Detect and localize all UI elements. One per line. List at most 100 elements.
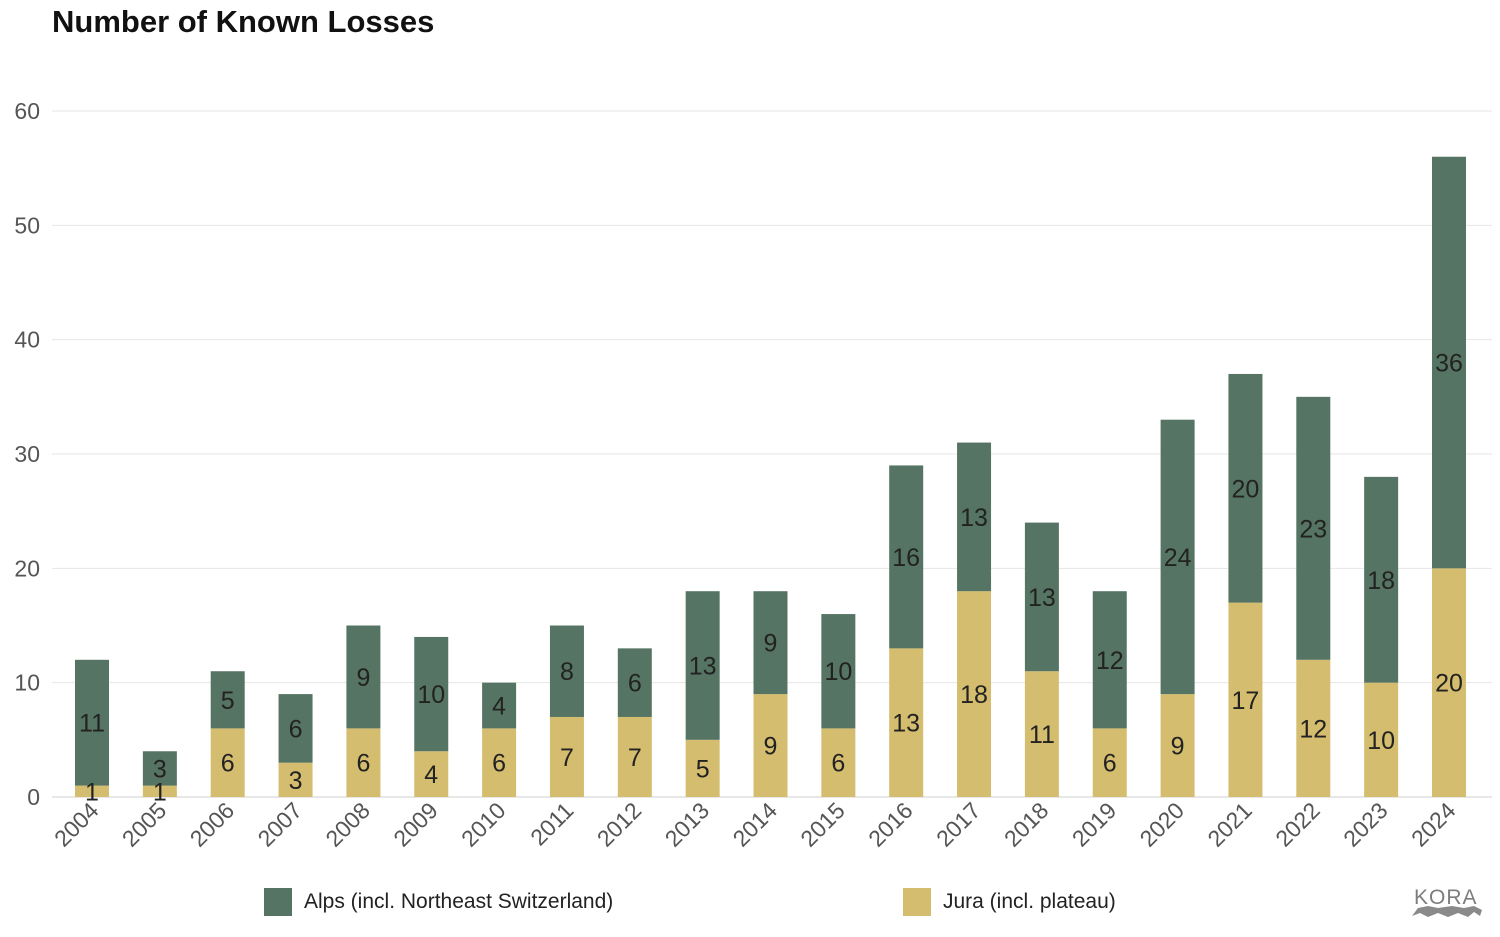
bar-segment-alps [685,591,720,740]
y-tick-label: 30 [14,441,40,467]
lynx-silhouette-icon [1412,906,1482,917]
data-label: 5 [696,755,710,783]
bar-segment-alps [1296,396,1331,660]
data-label: 9 [1171,733,1185,761]
y-tick-label: 40 [14,327,40,353]
data-label: 6 [356,750,370,778]
bar-segment-jura [1092,728,1127,797]
x-tick-label: 2018 [999,797,1054,852]
y-tick-label: 0 [27,784,40,810]
x-tick-label: 2022 [1270,797,1325,852]
y-tick-label: 60 [14,98,40,124]
bar-segment-alps [889,465,924,649]
bar-segment-jura [1296,659,1331,797]
data-label: 1 [85,778,99,806]
bar-segment-alps [549,625,584,717]
data-label: 13 [689,653,717,681]
x-tick-label: 2020 [1135,797,1190,852]
data-label: 1 [153,778,167,806]
y-tick-label: 20 [14,555,40,581]
x-tick-label: 2016 [863,797,918,852]
x-tick-label: 2019 [1067,797,1122,852]
data-label: 10 [1367,727,1395,755]
x-tick-label: 2017 [931,797,986,852]
data-label: 7 [628,744,642,772]
x-axis-ticks: 2004 2005 2006 2007 2008 2009 2010 2011 2012 2013… [49,797,1461,852]
bar-segment-jura [482,728,517,797]
logo-text: KORA [1414,886,1478,909]
data-label: 8 [560,658,574,686]
legend-swatch-jura [903,888,931,916]
bar-segment-jura [889,648,924,797]
x-tick-label: 2015 [795,797,850,852]
bar-segment-alps [75,659,109,786]
data-label: 18 [1367,567,1395,595]
data-label: 23 [1299,515,1327,543]
data-label: 3 [289,767,303,795]
x-tick-label: 2010 [456,797,511,852]
data-label: 13 [1028,584,1056,612]
bar-segment-jura [617,716,652,797]
data-label: 11 [79,710,105,738]
bar-segment-jura [414,751,449,797]
bar-segment-jura [957,591,992,797]
data-label: 5 [221,687,235,715]
chart-title: Number of Known Losses [52,4,435,39]
bar-segment-alps [1160,419,1195,695]
legend-label-alps: Alps (incl. Northeast Switzerland) [304,890,614,913]
data-label: 10 [824,658,852,686]
bar-segment-jura [1364,682,1399,797]
x-tick-label: 2013 [660,797,715,852]
bar-segment-jura [1228,602,1263,797]
x-tick-label: 2012 [592,797,647,852]
legend-item-jura: Jura (incl. plateau) [903,888,1116,916]
y-tick-label: 10 [14,670,40,696]
x-tick-label: 2023 [1338,797,1393,852]
data-label: 6 [492,750,506,778]
data-label: 6 [831,750,845,778]
bar-segment-jura [753,694,788,797]
data-label: 13 [892,710,920,738]
bar-segment-alps [346,625,381,729]
bar-segment-alps [414,636,449,752]
bar-segment-jura [346,728,381,797]
bar-segment-alps [1228,373,1263,603]
bar-segment-jura [75,785,109,797]
bar-segment-alps [617,648,652,717]
legend-swatch-alps [264,888,292,916]
data-label: 12 [1299,715,1327,743]
y-tick-label: 50 [14,212,40,238]
legend-item-alps: Alps (incl. Northeast Switzerland) [264,888,613,916]
data-label: 7 [560,744,574,772]
data-label: 24 [1164,544,1192,572]
bar-segment-alps [821,614,856,729]
data-label: 17 [1232,687,1260,715]
data-label: 9 [764,733,778,761]
data-label: 20 [1232,475,1260,503]
x-tick-label: 2011 [525,797,578,850]
bar-segment-alps [957,442,992,592]
x-tick-label: 2021 [1202,797,1257,852]
data-label: 13 [960,504,988,532]
data-label: 6 [289,715,303,743]
data-label: 4 [492,693,506,721]
legend-label-jura: Jura (incl. plateau) [943,890,1116,913]
bar-segment-jura [278,762,313,797]
data-label: 6 [1103,750,1117,778]
bar-segment-jura [685,739,720,797]
bar-segment-alps [753,591,788,695]
bar-segment-alps [482,682,517,729]
data-label: 12 [1096,647,1124,675]
data-label: 11 [1029,721,1055,749]
y-axis-ticks: 0 10 20 30 40 50 60 [14,98,40,810]
x-tick-label: 2006 [185,797,240,852]
bar-segment-jura [549,716,584,797]
bar-segment-jura [1024,671,1059,797]
bar-segment-alps [278,694,313,763]
data-label: 36 [1435,350,1463,378]
x-tick-label: 2007 [253,797,308,852]
bar-segment-alps [1432,156,1466,569]
x-tick-label: 2014 [727,797,782,852]
data-label: 6 [221,750,235,778]
data-label: 9 [764,630,778,658]
